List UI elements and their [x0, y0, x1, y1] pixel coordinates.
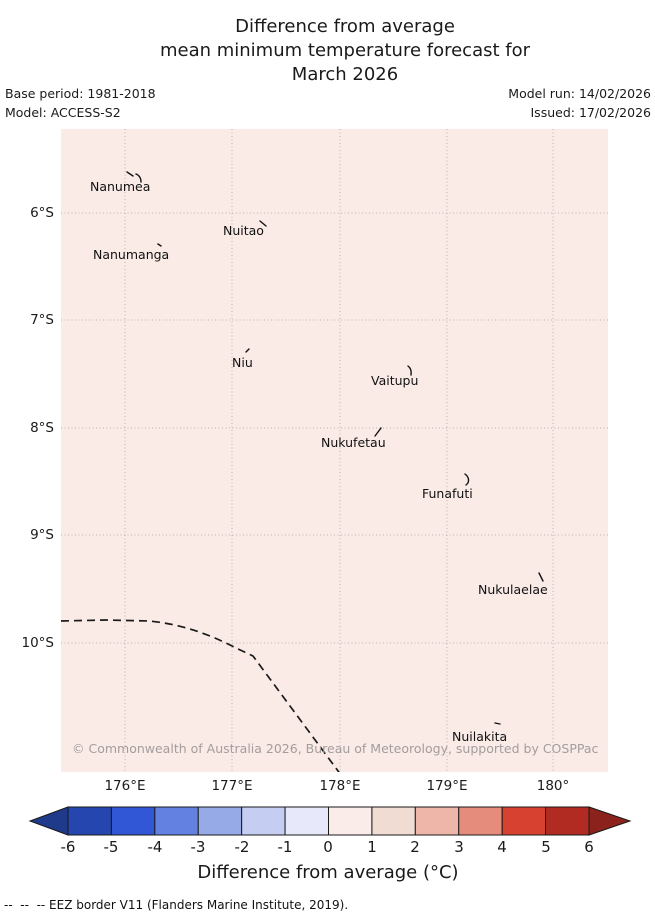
- colorbar-tick: 6: [584, 838, 594, 856]
- eez-legend: -- -- -- EEZ border V11 (Flanders Marine…: [4, 898, 349, 912]
- island-label-nukulaelae: Nukulaelae: [478, 582, 548, 597]
- colorbar-tick: -4: [147, 838, 163, 856]
- island-label-nuilakita: Nuilakita: [452, 729, 508, 744]
- island-label-niu: Niu: [232, 355, 253, 370]
- colorbar-tick: -1: [277, 838, 293, 856]
- lon-label-177e: 177°E: [211, 778, 253, 794]
- lon-label-178e: 178°E: [319, 778, 361, 794]
- page-title: Difference from average mean minimum tem…: [35, 15, 655, 87]
- lat-label-10s: 10°S: [21, 635, 55, 651]
- title-line-3: March 2026: [291, 64, 399, 85]
- island-mark-nukulaelae: [538, 572, 544, 582]
- colorbar: [28, 806, 632, 836]
- island-mark-nukufetau: [374, 427, 382, 437]
- colorbar-tick: -6: [60, 838, 76, 856]
- colorbar-segment: [545, 806, 590, 836]
- colorbar-segment: [371, 806, 416, 836]
- colorbar-tick: 0: [323, 838, 333, 856]
- lon-label-179e: 179°E: [426, 778, 468, 794]
- island-mark-funafuti: [464, 473, 470, 486]
- colorbar-segment: [501, 806, 547, 836]
- colorbar-tick: 1: [367, 838, 377, 856]
- lat-label-9s: 9°S: [30, 527, 54, 543]
- island-label-vaitupu: Vaitupu: [371, 373, 419, 388]
- colorbar-tick: -3: [190, 838, 206, 856]
- map-overlay-graphics: [61, 129, 608, 772]
- island-label-nanumanga: Nanumanga: [93, 247, 170, 262]
- graticule-gridlines: [61, 129, 608, 772]
- colorbar-tick: 5: [541, 838, 551, 856]
- colorbar-tick: -5: [103, 838, 119, 856]
- colorbar-segment: [414, 806, 460, 836]
- colorbar-segment: [458, 806, 503, 836]
- island-label-nanumea: Nanumea: [90, 179, 151, 194]
- title-line-2: mean minimum temperature forecast for: [159, 40, 531, 61]
- colorbar-tick: -2: [234, 838, 250, 856]
- colorbar-tick: 2: [410, 838, 420, 856]
- lat-label-8s: 8°S: [30, 420, 54, 436]
- island-label-funafuti: Funafuti: [422, 486, 473, 501]
- colorbar-segments: [67, 806, 590, 836]
- colorbar-left-arrow: [28, 806, 69, 836]
- island-mark-vaitupu: [407, 365, 412, 376]
- forecast-map: Nanumea Nuitao Nanumanga Niu Vaitupu Nuk…: [61, 129, 608, 772]
- eez-border-line: [61, 619, 340, 772]
- lon-label-180: 180°: [536, 778, 570, 794]
- colorbar-tick: 4: [497, 838, 507, 856]
- lat-label-6s: 6°S: [30, 205, 54, 221]
- colorbar-segment: [284, 806, 329, 836]
- title-line-1: Difference from average: [235, 16, 455, 37]
- colorbar-segment: [328, 806, 373, 836]
- lat-label-7s: 7°S: [30, 312, 54, 328]
- island-label-nuitao: Nuitao: [223, 223, 264, 238]
- colorbar-right-arrow: [588, 806, 632, 836]
- model-text: Model: ACCESS-S2: [5, 105, 121, 120]
- colorbar-segment: [154, 806, 199, 836]
- colorbar-label: Difference from average (°C): [197, 862, 459, 883]
- model-run-text: Model run: 14/02/2026: [508, 86, 651, 101]
- island-mark-nanumea: [126, 171, 142, 183]
- colorbar-segment: [110, 806, 156, 836]
- copyright-note: © Commonwealth of Australia 2026, Bureau…: [72, 741, 599, 756]
- lon-label-176e: 176°E: [104, 778, 146, 794]
- colorbar-segment: [67, 806, 112, 836]
- island-mark-nuitao: [259, 220, 267, 227]
- colorbar-tick: 3: [454, 838, 464, 856]
- island-mark-nuilakita: [494, 722, 501, 725]
- island-mark-niu: [245, 348, 250, 353]
- island-label-nukufetau: Nukufetau: [321, 435, 386, 450]
- colorbar-segment: [241, 806, 286, 836]
- base-period-text: Base period: 1981-2018: [5, 86, 156, 101]
- island-mark-nanumanga: [157, 243, 162, 247]
- colorbar-segment: [197, 806, 243, 836]
- issued-text: Issued: 17/02/2026: [530, 105, 652, 120]
